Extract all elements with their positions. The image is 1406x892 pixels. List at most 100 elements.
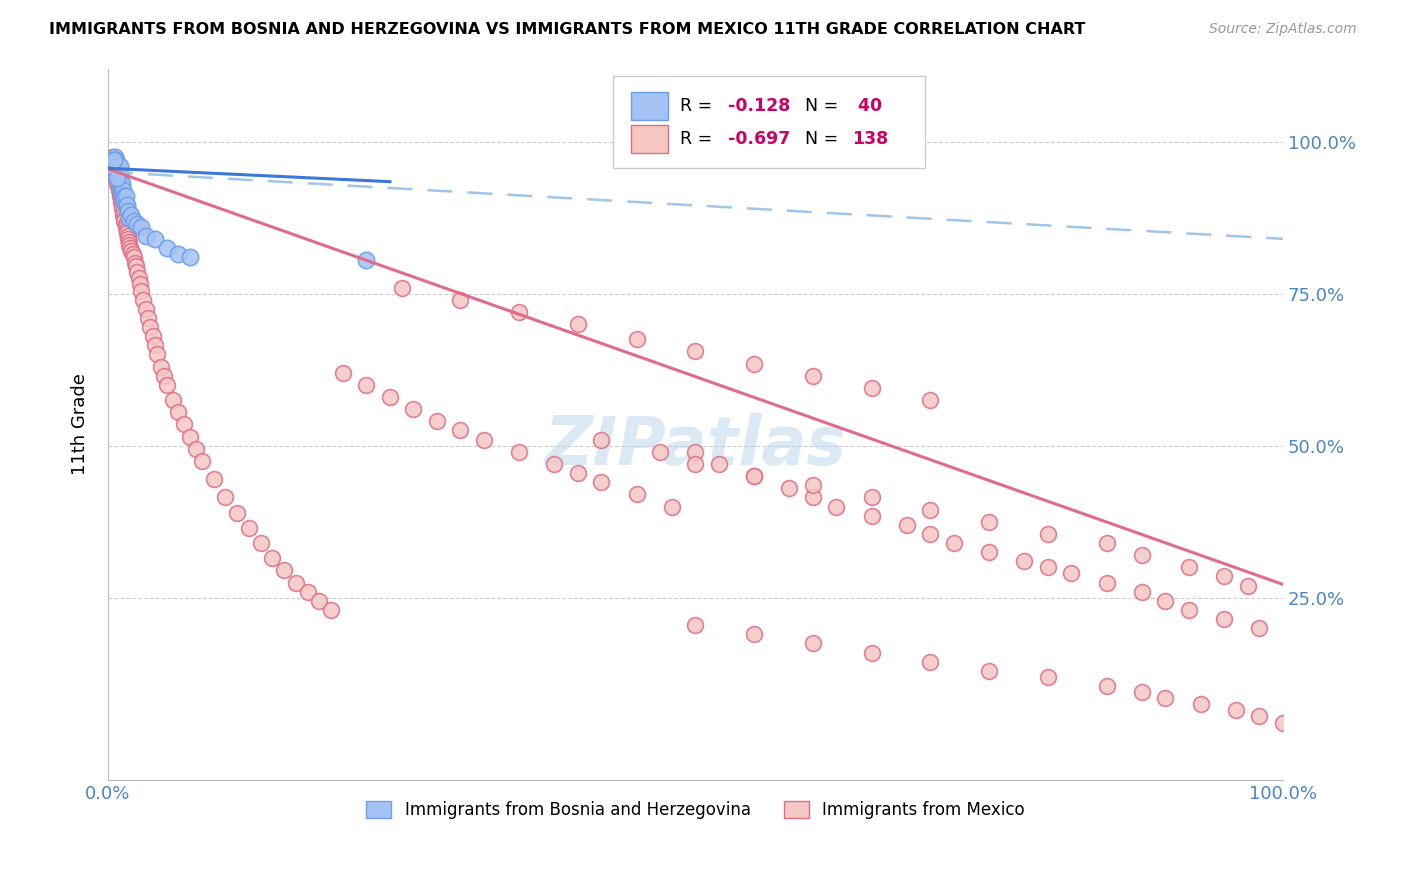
Point xyxy=(108,177,131,191)
Point xyxy=(896,517,918,532)
Point xyxy=(103,156,125,170)
Point xyxy=(118,238,141,252)
Text: -0.128: -0.128 xyxy=(728,96,790,114)
Point xyxy=(391,280,413,294)
Point xyxy=(111,202,134,216)
Point xyxy=(543,457,565,471)
Point xyxy=(179,250,201,264)
Point xyxy=(979,545,1001,559)
Point xyxy=(356,377,378,392)
Point xyxy=(1178,603,1201,617)
Text: ZIPatlas: ZIPatlas xyxy=(544,413,846,479)
Point xyxy=(122,213,145,227)
Legend: Immigrants from Bosnia and Herzegovina, Immigrants from Mexico: Immigrants from Bosnia and Herzegovina, … xyxy=(360,794,1032,825)
Point xyxy=(1095,536,1118,550)
Point xyxy=(114,213,136,227)
Point xyxy=(110,174,132,188)
Point xyxy=(112,183,135,197)
Point xyxy=(110,195,132,210)
Point xyxy=(107,159,129,173)
Point xyxy=(114,211,136,225)
Point xyxy=(685,344,707,359)
Point xyxy=(402,402,425,417)
Point xyxy=(179,429,201,443)
Point xyxy=(115,223,138,237)
Point xyxy=(114,189,136,203)
Point xyxy=(115,198,138,212)
Point xyxy=(122,250,145,264)
Point xyxy=(146,347,169,361)
Point xyxy=(121,244,143,258)
Text: N =: N = xyxy=(804,96,844,114)
Point xyxy=(801,368,824,383)
Point xyxy=(108,186,131,201)
Point xyxy=(685,618,707,632)
Point xyxy=(124,256,146,270)
Point xyxy=(173,417,195,432)
Point xyxy=(112,192,135,206)
Point xyxy=(107,165,129,179)
Point xyxy=(650,444,672,458)
Point xyxy=(105,153,128,167)
Point xyxy=(979,515,1001,529)
Point xyxy=(742,627,765,641)
Point xyxy=(105,159,128,173)
Point xyxy=(132,293,155,307)
Point xyxy=(779,481,801,495)
Text: -0.697: -0.697 xyxy=(728,130,790,148)
Point xyxy=(156,377,179,392)
Point xyxy=(860,646,883,660)
Point xyxy=(107,171,129,186)
Point xyxy=(508,305,530,319)
Point xyxy=(136,310,159,325)
Point xyxy=(114,219,136,234)
Point xyxy=(104,161,127,176)
Point xyxy=(184,442,207,456)
Point xyxy=(356,253,378,268)
Point xyxy=(626,487,648,501)
Point xyxy=(127,265,149,279)
Point xyxy=(108,159,131,173)
Point xyxy=(285,575,308,590)
Point xyxy=(103,153,125,167)
Point xyxy=(143,338,166,352)
Point xyxy=(860,381,883,395)
Point xyxy=(979,664,1001,678)
Point xyxy=(117,204,139,219)
Point xyxy=(105,174,128,188)
Point xyxy=(226,506,249,520)
Point xyxy=(1060,566,1083,581)
Point xyxy=(104,165,127,179)
Point xyxy=(249,536,271,550)
Point xyxy=(117,232,139,246)
Point xyxy=(112,208,135,222)
Point xyxy=(1249,709,1271,723)
Point xyxy=(111,198,134,212)
Text: IMMIGRANTS FROM BOSNIA AND HERZEGOVINA VS IMMIGRANTS FROM MEXICO 11TH GRADE CORR: IMMIGRANTS FROM BOSNIA AND HERZEGOVINA V… xyxy=(49,22,1085,37)
Point xyxy=(1130,548,1153,562)
Point xyxy=(1249,621,1271,635)
Point xyxy=(107,183,129,197)
Point xyxy=(591,475,613,490)
Point xyxy=(1225,703,1247,717)
Point xyxy=(332,366,354,380)
Point xyxy=(105,159,128,173)
Point xyxy=(1130,685,1153,699)
Point xyxy=(860,508,883,523)
Point xyxy=(202,472,225,486)
Point xyxy=(115,226,138,240)
Point xyxy=(112,204,135,219)
Point xyxy=(111,186,134,201)
Point xyxy=(297,584,319,599)
Point xyxy=(101,156,124,170)
Text: 40: 40 xyxy=(852,96,882,114)
Point xyxy=(1036,670,1059,684)
Point xyxy=(742,469,765,483)
Point xyxy=(450,293,472,307)
Point xyxy=(273,563,295,577)
Point xyxy=(1272,715,1295,730)
Y-axis label: 11th Grade: 11th Grade xyxy=(72,374,89,475)
Point xyxy=(742,357,765,371)
Point xyxy=(1178,560,1201,574)
Point xyxy=(128,271,150,285)
